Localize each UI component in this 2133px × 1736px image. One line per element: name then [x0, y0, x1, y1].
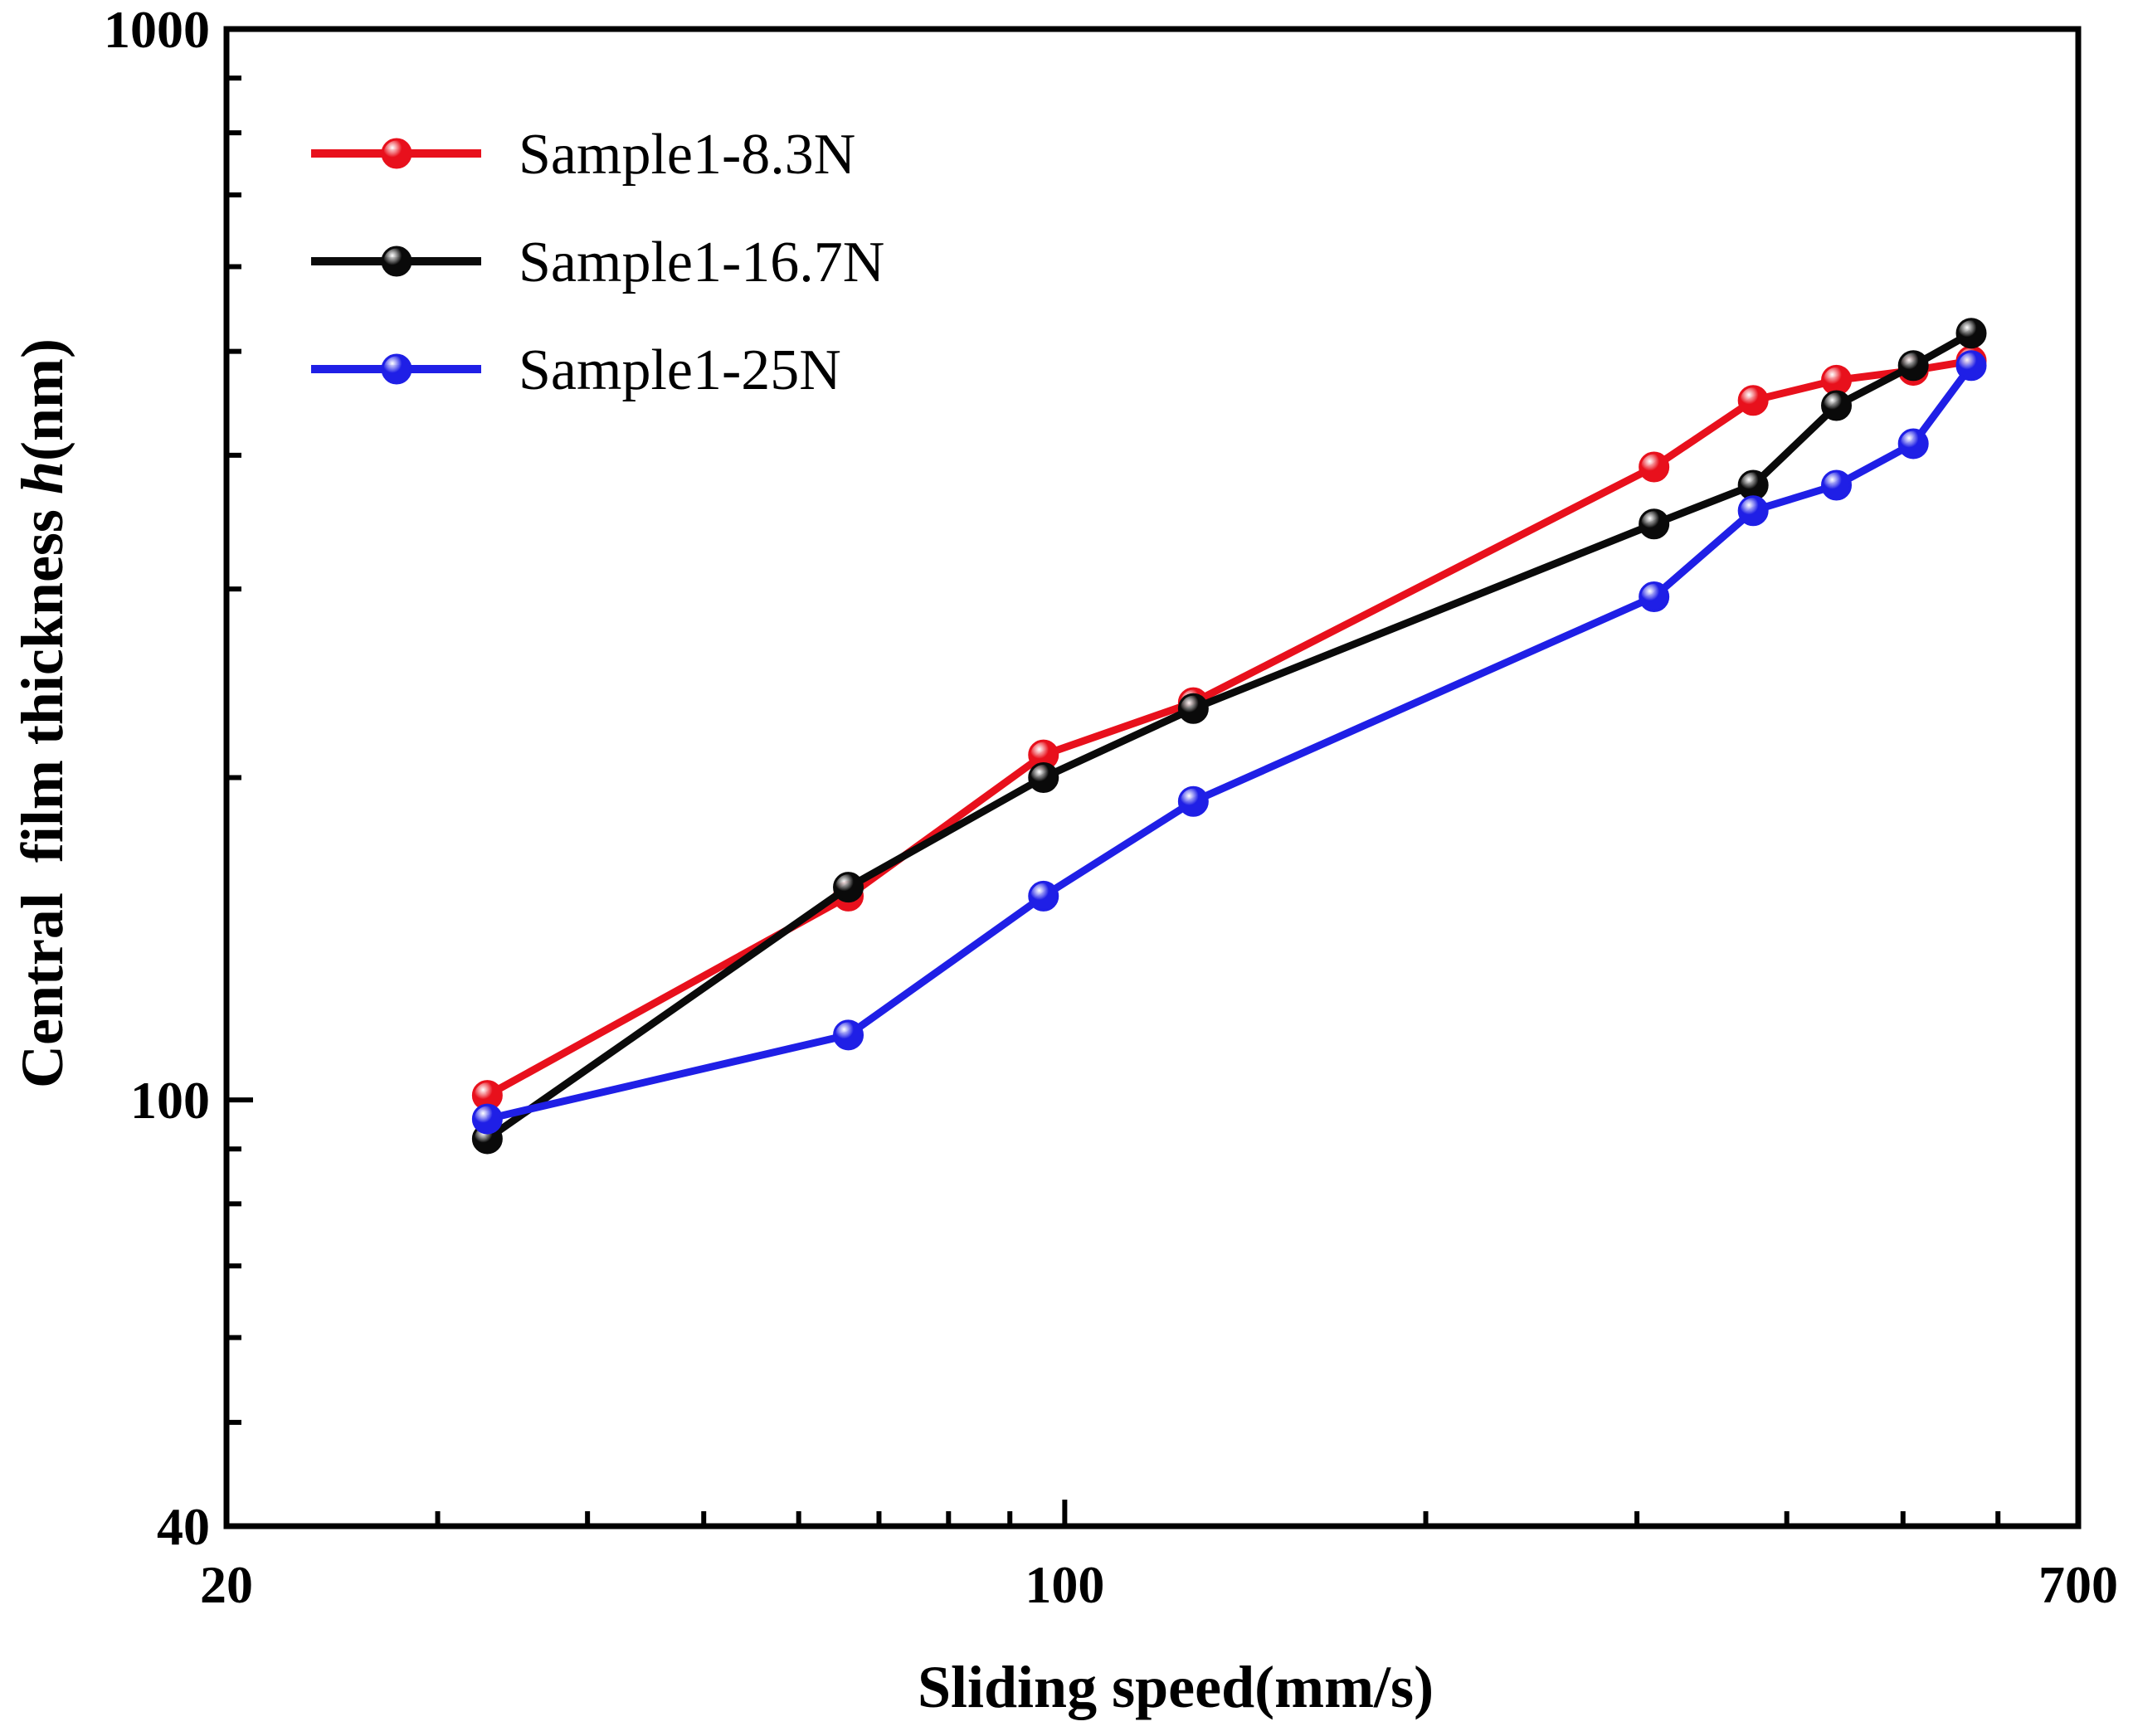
data-point — [1737, 495, 1769, 527]
data-point — [1639, 451, 1670, 483]
major-ticks — [224, 27, 2081, 1529]
series-Sample1-16.7N — [471, 318, 1987, 1155]
series-Sample1-25N — [471, 350, 1987, 1135]
data-point — [833, 872, 864, 903]
legend-label: Sample1-8.3N — [519, 123, 855, 187]
data-point — [1821, 469, 1853, 501]
data-series — [471, 318, 1987, 1155]
legend-item: Sample1-16.7N — [311, 231, 884, 294]
y-axis-title-unit: (nm) — [9, 338, 75, 461]
series-line — [485, 329, 1974, 1142]
data-point — [1177, 785, 1209, 817]
x-axis-title: Sliding speed(mm/s) — [918, 1654, 1434, 1720]
legend-marker — [381, 353, 412, 385]
data-point — [1028, 880, 1059, 912]
legend-label: Sample1-25N — [519, 338, 841, 402]
legend-item: Sample1-8.3N — [311, 123, 855, 187]
data-point — [1821, 364, 1853, 396]
data-point — [1897, 428, 1929, 460]
legend: Sample1-8.3N Sample1-16.7N Sample1-25N — [311, 123, 884, 402]
data-point — [1737, 385, 1769, 416]
legend-marker — [381, 138, 412, 169]
y-axis-title-variable: h — [9, 461, 75, 494]
legend-marker — [381, 246, 412, 277]
minor-ticks — [226, 75, 2001, 1526]
x-tick-label: 700 — [2038, 1555, 2118, 1614]
y-tick-label: 100 — [130, 1071, 210, 1130]
data-point — [1639, 581, 1670, 613]
legend-label: Sample1-16.7N — [519, 231, 884, 294]
data-point — [1177, 693, 1209, 724]
y-axis-title-prefix: Central film thickness — [9, 494, 75, 1088]
x-tick-label: 20 — [200, 1555, 253, 1614]
data-point — [1737, 469, 1769, 501]
data-point — [833, 1019, 864, 1051]
data-point — [1955, 350, 1987, 382]
data-point — [1955, 318, 1987, 349]
data-point — [1028, 762, 1059, 793]
x-tick-label: 100 — [1025, 1555, 1104, 1614]
y-tick-label: 1000 — [104, 0, 210, 59]
data-point — [1897, 350, 1929, 382]
data-point — [1821, 390, 1853, 421]
plot-area-frame — [223, 26, 2082, 1529]
data-point — [471, 1103, 503, 1135]
y-axis-title: Central film thickness h(nm) — [9, 338, 75, 1088]
tick-labels: 20 100 700 40 100 1000 — [104, 0, 2118, 1614]
y-tick-label: 40 — [157, 1497, 210, 1556]
legend-item: Sample1-25N — [311, 338, 841, 402]
data-point — [1639, 508, 1670, 540]
